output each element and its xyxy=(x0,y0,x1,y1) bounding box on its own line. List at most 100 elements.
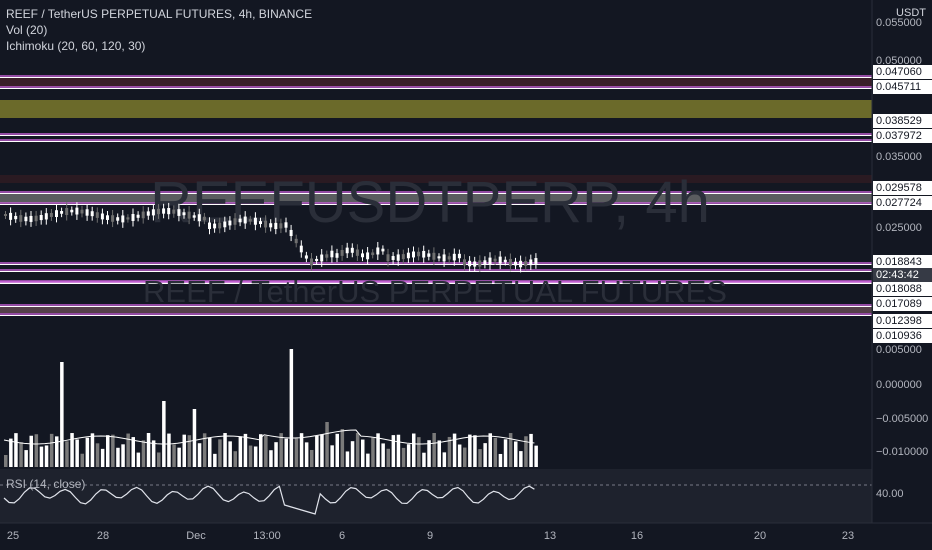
candle xyxy=(248,219,252,222)
candle xyxy=(259,221,262,225)
candle xyxy=(65,208,69,216)
price-tick-label: 0.000000 xyxy=(876,379,922,391)
candle xyxy=(279,223,283,229)
candle xyxy=(468,260,472,267)
candle xyxy=(412,251,415,258)
candle xyxy=(524,261,528,266)
volume-bar xyxy=(396,434,401,467)
candle xyxy=(514,261,517,266)
volume-bar xyxy=(447,436,452,467)
candle xyxy=(146,211,150,216)
volume-bar xyxy=(187,435,192,467)
candle xyxy=(182,212,186,216)
candle xyxy=(162,208,166,214)
candle xyxy=(177,209,181,216)
candle xyxy=(361,253,364,258)
time-tick-label: 6 xyxy=(338,530,346,542)
candle xyxy=(335,253,339,258)
candle xyxy=(422,250,426,258)
volume-bar xyxy=(498,453,503,467)
candle xyxy=(432,252,436,260)
candle xyxy=(75,207,79,215)
candle xyxy=(253,217,257,225)
volume-bar xyxy=(116,447,120,467)
candle xyxy=(269,223,273,228)
candle xyxy=(9,212,13,220)
volume-bar xyxy=(315,435,319,467)
candle xyxy=(197,214,201,222)
candle xyxy=(457,253,461,259)
candle xyxy=(493,258,497,262)
candle xyxy=(478,260,482,267)
volume-bar xyxy=(106,435,110,467)
volume-bar xyxy=(121,444,125,467)
price-tick-label: −0.010000 xyxy=(876,446,929,458)
volume-bar xyxy=(279,433,283,467)
time-tick-label: Dec xyxy=(186,530,206,542)
volume-bar xyxy=(468,434,472,467)
candle xyxy=(34,215,38,222)
volume-bar xyxy=(157,452,161,467)
candle xyxy=(498,256,502,264)
candle xyxy=(126,217,130,220)
price-level-tag: 02:43:42 xyxy=(873,268,932,282)
candle xyxy=(406,252,410,259)
volume-bar xyxy=(274,442,278,467)
volume-bar xyxy=(55,436,59,467)
volume-bar xyxy=(463,447,467,467)
candle xyxy=(136,214,140,218)
candle xyxy=(202,216,206,221)
volume-bar xyxy=(340,429,345,467)
volume-bar xyxy=(218,439,222,467)
volume-bar xyxy=(417,437,421,467)
rsi-pane xyxy=(0,469,872,523)
volume-bar xyxy=(330,445,334,467)
candle xyxy=(141,211,145,219)
symbol-legend[interactable]: REEF / TetherUS PERPETUAL FUTURES, 4h, B… xyxy=(6,7,313,21)
volume-bar xyxy=(100,448,105,467)
volume-bar xyxy=(310,449,314,467)
candle xyxy=(519,260,523,268)
candle xyxy=(376,247,380,255)
candle xyxy=(172,209,176,214)
volume-bar xyxy=(248,445,253,467)
rsi-legend[interactable]: RSI (14, close) xyxy=(6,477,86,491)
candle xyxy=(39,215,43,221)
candle xyxy=(452,253,456,261)
candle xyxy=(238,218,242,223)
candle xyxy=(315,258,319,262)
volume-bar xyxy=(457,444,462,467)
volume-bar xyxy=(75,439,79,467)
volume-bar xyxy=(529,433,533,467)
volume-bar xyxy=(24,450,28,467)
price-level-tag: 0.045711 xyxy=(873,80,932,94)
price-tick-label: 0.055000 xyxy=(876,17,922,29)
volume-bar xyxy=(345,451,350,467)
candle xyxy=(396,254,400,261)
candle xyxy=(274,222,278,230)
volume-bar xyxy=(473,435,477,467)
red-zone-bottom xyxy=(0,306,872,313)
volume-bar xyxy=(488,433,492,467)
time-tick-label: 25 xyxy=(6,530,20,542)
volume-layer xyxy=(3,349,538,467)
volume-bar xyxy=(508,433,513,467)
volume-bar xyxy=(452,433,457,467)
candle xyxy=(503,259,507,263)
candle xyxy=(24,216,28,222)
volume-bar xyxy=(243,433,248,467)
volume-legend[interactable]: Vol (20) xyxy=(6,23,48,37)
volume-bar xyxy=(350,441,355,467)
candle xyxy=(106,215,109,220)
candle xyxy=(366,252,370,260)
candles-layer xyxy=(4,202,538,273)
ichimoku-legend[interactable]: Ichimoku (20, 60, 120, 30) xyxy=(6,39,146,53)
candle xyxy=(192,215,196,218)
volume-bar xyxy=(60,362,64,467)
candle xyxy=(294,238,298,244)
volume-bar xyxy=(172,444,176,467)
candle xyxy=(228,220,232,226)
time-tick-label: 9 xyxy=(426,530,434,542)
